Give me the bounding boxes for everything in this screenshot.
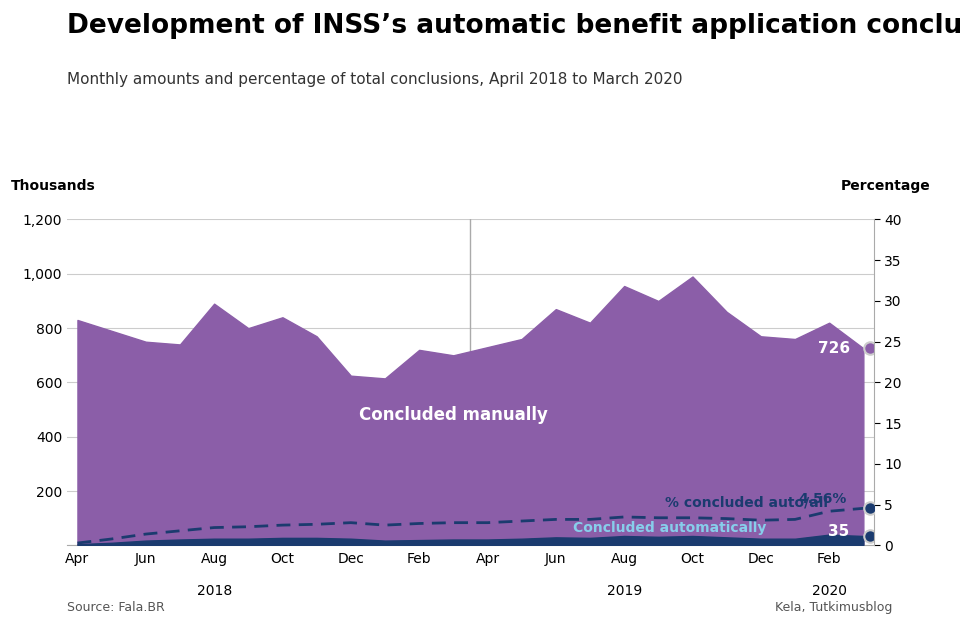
Text: Monthly amounts and percentage of total conclusions, April 2018 to March 2020: Monthly amounts and percentage of total …	[67, 72, 683, 87]
Text: Percentage: Percentage	[840, 179, 930, 193]
Text: 726: 726	[818, 340, 850, 356]
Text: Thousands: Thousands	[11, 179, 95, 193]
Text: 35: 35	[828, 524, 850, 539]
Text: 2020: 2020	[811, 584, 847, 598]
Text: 2019: 2019	[607, 584, 642, 598]
Text: 4.56%: 4.56%	[798, 492, 847, 506]
Text: Development of INSS’s automatic benefit application conclusion: Development of INSS’s automatic benefit …	[67, 13, 960, 38]
Text: Kela, Tutkimusblog: Kela, Tutkimusblog	[776, 601, 893, 614]
Text: 2018: 2018	[197, 584, 231, 598]
Text: Source: Fala.BR: Source: Fala.BR	[67, 601, 165, 614]
Text: % concluded auto/all: % concluded auto/all	[665, 495, 828, 509]
Text: Concluded automatically: Concluded automatically	[573, 521, 766, 535]
Text: Concluded manually: Concluded manually	[359, 406, 548, 424]
